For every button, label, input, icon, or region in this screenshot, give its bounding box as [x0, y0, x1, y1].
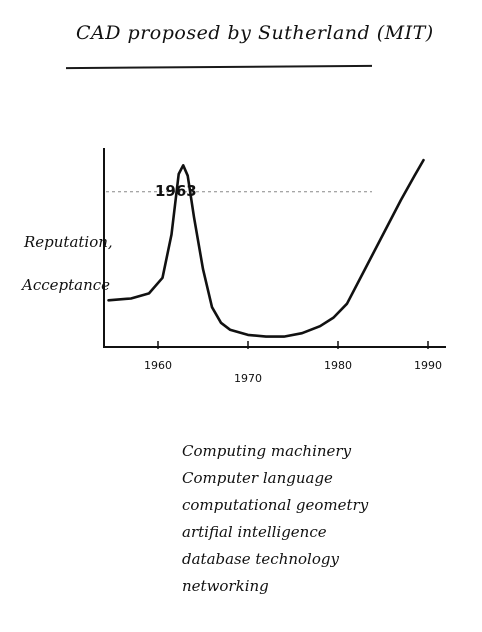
x-tick-label: 1990	[414, 359, 442, 372]
x-tick-marks	[157, 341, 429, 349]
list-item: database technology	[182, 550, 339, 568]
list-item: artifial intelligence	[182, 523, 327, 541]
list-item: Computing machinery	[182, 442, 352, 460]
x-tick-label: 1980	[324, 359, 352, 372]
y-axis-label-line-2: Acceptance	[22, 276, 111, 294]
x-tick-label: 1970	[234, 372, 262, 385]
list-item: networking	[182, 577, 269, 595]
topic-list: Computing machinery Computer language co…	[182, 438, 368, 600]
x-tick-label: 1960	[144, 359, 172, 372]
list-item: Computer language	[182, 469, 333, 487]
peak-annotation: 1963	[155, 182, 197, 200]
y-axis-label-line-1: Reputation,	[24, 233, 113, 251]
list-item: computational geometry	[182, 496, 369, 514]
page-title: CAD proposed by Sutherland (MIT)	[76, 22, 434, 44]
series-line	[107, 158, 425, 338]
